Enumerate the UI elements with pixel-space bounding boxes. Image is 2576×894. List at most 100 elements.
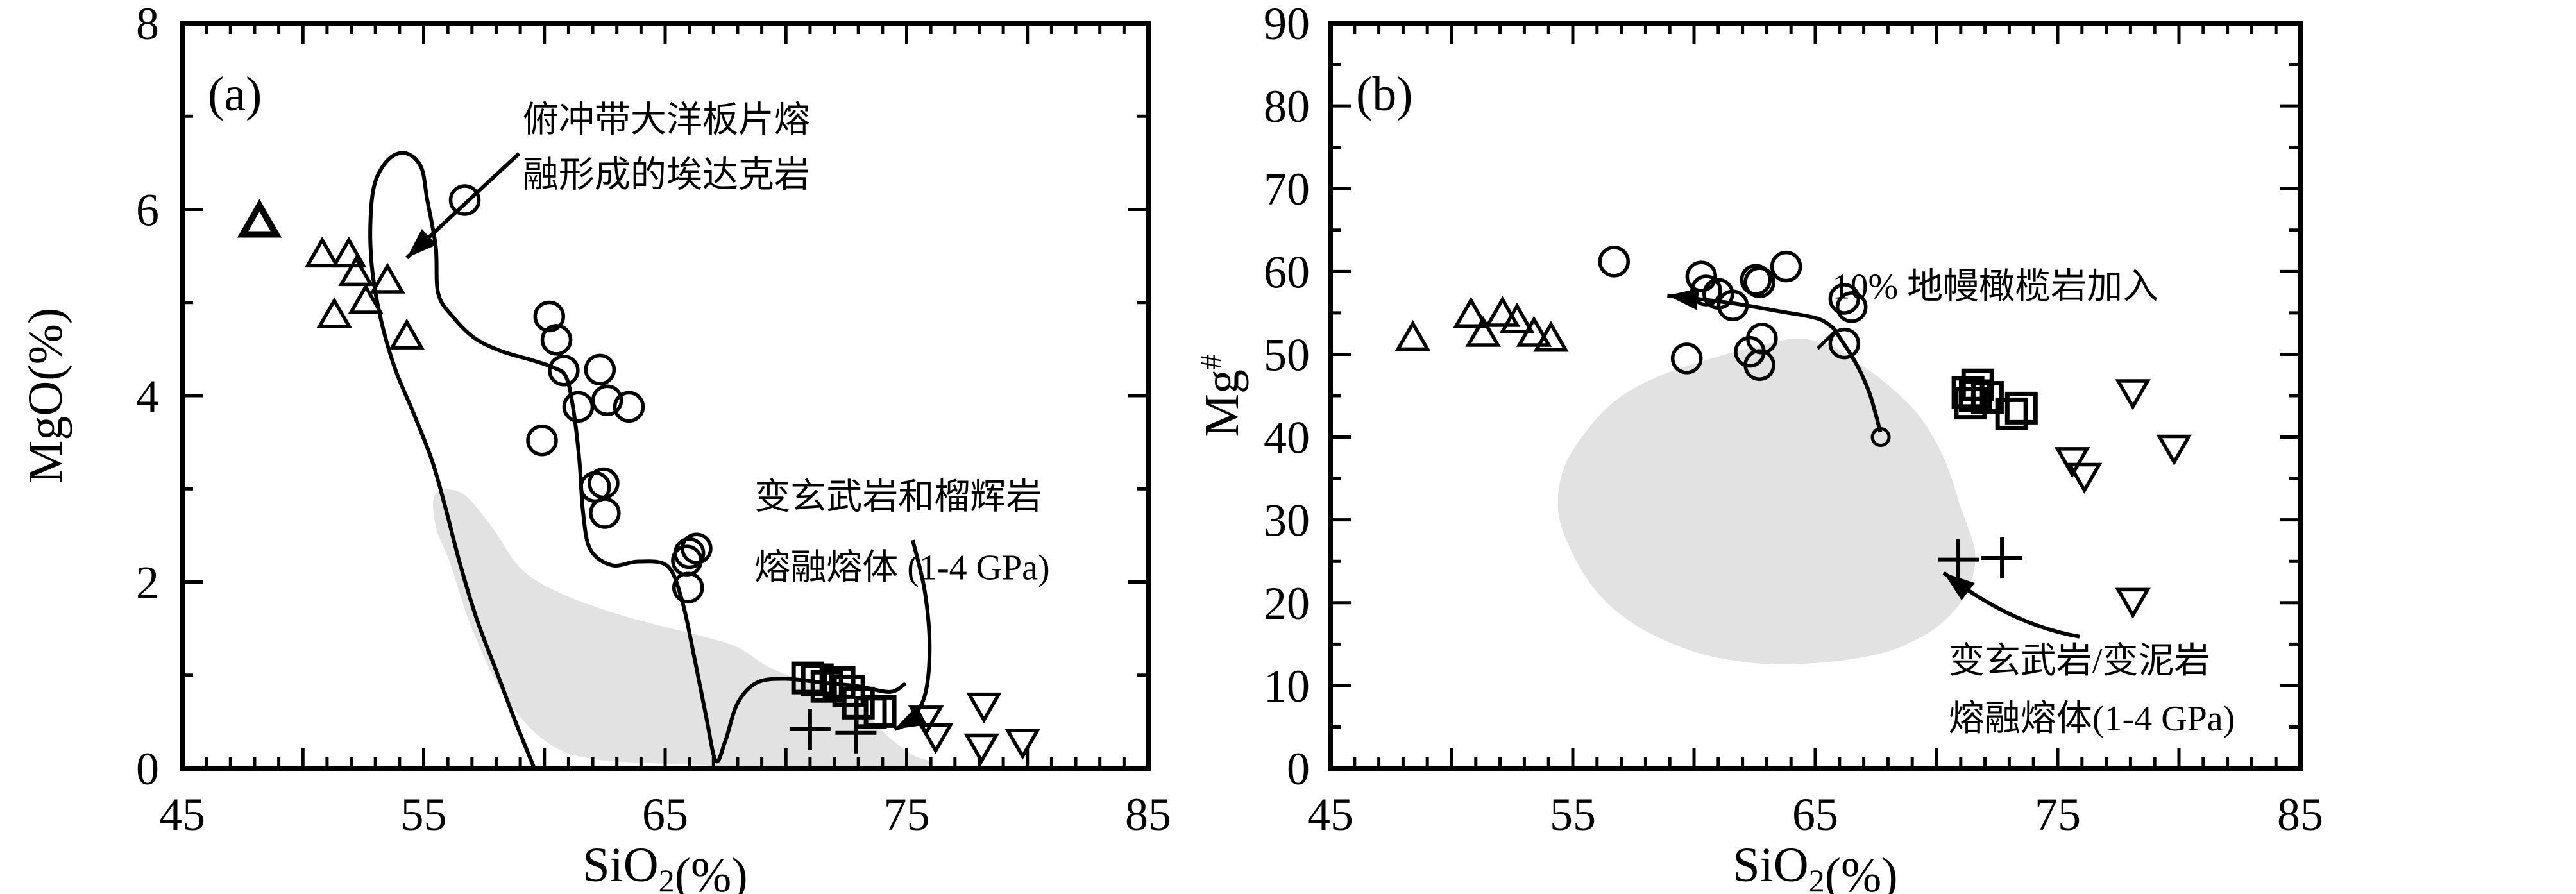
x-tick-label: 55: [401, 789, 447, 840]
marker-circle: [1743, 349, 1775, 381]
marker-triangle-up: [338, 255, 374, 287]
x-axis-title: SiO2(%): [582, 838, 747, 894]
x-tick-label: 85: [1125, 789, 1171, 840]
annotation-metabasalt-metapelite-melt-note-line2: 熔融熔体(1-4 GPa): [1949, 699, 2235, 739]
marker-triangle-up: [1453, 296, 1489, 328]
experimental-melt-gray-field: [1557, 338, 1976, 665]
marker-circle: [591, 384, 623, 417]
marker-triangle-up: [304, 236, 341, 268]
marker-square: [2004, 391, 2038, 425]
marker-circle: [1598, 246, 1631, 278]
marker-triangle-down: [966, 692, 1002, 724]
annotation-metabasalt-metapelite-melt-note-line1: 变玄武岩/变泥岩: [1949, 641, 2210, 681]
marker-triangle-down: [1004, 729, 1040, 760]
marker-triangle-up: [389, 318, 425, 350]
marker-triangle-down: [963, 733, 999, 765]
panel-b: 45 55 65 75 85 0 10 20 30 40 50 60 70 80 90 SiO2(%) Mg# (…: [1195, 0, 2323, 894]
annotation-arrowhead-metabasalt-eclogite-melt-note: [894, 705, 928, 729]
y-tick-label: 50: [1264, 329, 1310, 380]
marker-circle: [1828, 327, 1861, 360]
marker-triangle-down: [2115, 587, 2151, 619]
marker-circle: [1716, 289, 1749, 322]
y-tick-label: 90: [1264, 0, 1310, 49]
marker-triangle-up: [1499, 302, 1535, 334]
y-tick-label: 8: [136, 0, 159, 49]
x-tick-label: 75: [884, 789, 930, 840]
x-tick-label: 65: [642, 789, 688, 840]
marker-triangle-up: [1465, 316, 1501, 347]
marker-triangle-down: [2115, 379, 2151, 410]
marker-circle: [672, 571, 704, 603]
marker-triangle-down: [2156, 434, 2192, 466]
marker-circle: [1690, 274, 1722, 307]
marker-circle: [1770, 250, 1802, 283]
marker-plus: [835, 712, 877, 754]
marker-square: [1954, 387, 1987, 420]
marker-square: [801, 663, 834, 696]
marker-square: [1951, 376, 1985, 409]
annotation-metabasalt-eclogite-melt-note-line2: 熔融熔体 (1-4 GPa): [754, 548, 1049, 588]
marker-circle: [448, 184, 481, 216]
marker-circle: [1743, 266, 1775, 298]
annotation-metabasalt-eclogite-melt-note-line1: 变玄武岩和榴辉岩: [754, 478, 1042, 518]
marker-circle: [589, 497, 621, 529]
y-tick-label: 20: [1264, 578, 1310, 629]
marker-mixing-endpoint-small-circle: [1870, 427, 1891, 448]
marker-circle: [673, 537, 706, 569]
marker-circle: [681, 532, 713, 564]
x-tick-label: 55: [1550, 789, 1596, 840]
marker-plus: [1938, 539, 1979, 580]
y-tick-label: 0: [1287, 743, 1310, 795]
marker-square: [863, 695, 897, 728]
marker-triangle-down: [2054, 447, 2090, 478]
annotation-arrowhead-adakite-note: [407, 228, 437, 258]
annotation-adakite-note-line2: 融形成的埃达克岩: [523, 155, 810, 195]
marker-plus: [1981, 537, 2023, 579]
marker-triangle-down: [917, 723, 954, 755]
marker-circle: [562, 391, 595, 423]
x-tick-label: 65: [1792, 789, 1838, 840]
marker-circle: [1670, 342, 1703, 375]
y-tick-label: 80: [1264, 81, 1310, 132]
annotation-peridotite-addition-note-line1: 10% 地幔橄榄岩加入: [1832, 267, 2158, 307]
marker-triangle-up: [1484, 296, 1521, 327]
marker-square: [1958, 379, 1992, 412]
marker-triangle-up: [331, 236, 367, 268]
marker-triangle-up-bold: [237, 199, 282, 238]
marker-circle: [588, 467, 620, 500]
annotation-arrowhead-metabasalt-metapelite-melt-note: [1944, 573, 1975, 601]
x-axis-title: SiO2(%): [1733, 838, 1897, 894]
marker-circle: [1740, 264, 1772, 296]
y-tick-label: 6: [136, 185, 159, 236]
marker-circle: [533, 300, 566, 333]
marker-square: [822, 666, 856, 699]
marker-circle: [1828, 283, 1861, 315]
marker-triangle-down: [2066, 462, 2103, 494]
y-tick-label: 40: [1264, 412, 1310, 464]
adakite-field-outline: [368, 151, 906, 769]
y-tick-label: 70: [1264, 164, 1310, 215]
marker-circle: [1685, 260, 1718, 292]
y-axis-title: Mg#: [1195, 354, 1249, 437]
marker-circle: [540, 324, 573, 356]
marker-triangle-up: [1394, 319, 1431, 351]
marker-triangle-up: [348, 283, 384, 314]
marker-circle: [526, 424, 558, 457]
y-tick-label: 10: [1264, 661, 1310, 712]
y-tick-label: 4: [136, 371, 159, 422]
panel-label: (b): [1356, 67, 1413, 121]
y-tick-label: 0: [136, 743, 159, 795]
marker-square: [1995, 397, 2028, 430]
marker-circle: [1835, 291, 1868, 323]
annotation-adakite-note-line1: 俯冲带大洋板片熔: [523, 100, 810, 140]
experimental-melt-gray-field: [433, 489, 931, 769]
marker-circle: [548, 355, 580, 387]
marker-circle: [584, 353, 616, 386]
y-tick-label: 2: [136, 557, 159, 609]
y-tick-label: 60: [1264, 246, 1310, 298]
marker-triangle-up: [1533, 321, 1569, 352]
marker-circle: [613, 391, 645, 423]
panel-label: (a): [208, 67, 262, 121]
